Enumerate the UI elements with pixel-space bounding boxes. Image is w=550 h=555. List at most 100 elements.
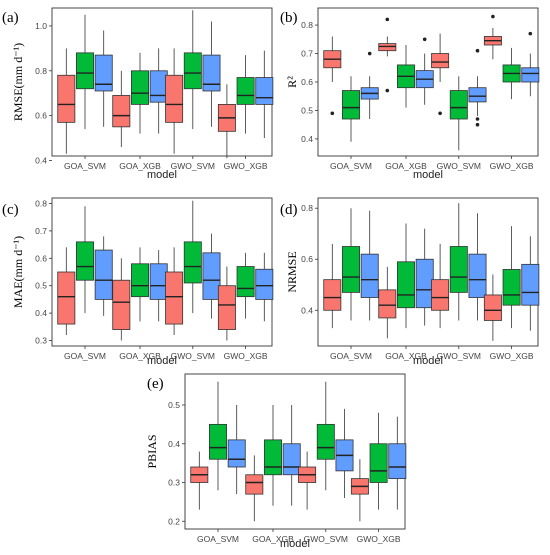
box-GOA_SVM-1 [323, 36, 342, 116]
box-iqr [521, 67, 540, 83]
box-GWO_SVM-1 [431, 33, 450, 116]
x-tick-label: GWO_XGB [490, 161, 534, 171]
box-GWO_XGB-3 [255, 50, 274, 139]
x-tick-label: GWO_SVM [304, 534, 348, 544]
box-GOA_XGB-1 [378, 17, 397, 93]
box-GOA_XGB-2 [131, 52, 149, 134]
outlier-point [385, 17, 390, 22]
y-tick-label: 0.3 [168, 478, 180, 488]
x-tick-label: GOA_SVM [330, 161, 372, 171]
box-iqr [449, 90, 468, 120]
panel-1: (a) 0.4 0.6 0.8 1.0 RMSE(mm d⁻¹) GOA_SVM GOA_XG… [2, 7, 274, 181]
x-tick-label: GWO_SVM [171, 161, 215, 171]
outlier-point [330, 111, 335, 116]
x-tick-label: GWO_XGB [357, 534, 401, 544]
box-GOA_XGB-3 [282, 405, 301, 506]
box-iqr [94, 54, 113, 92]
box-GOA_SVM-1 [323, 243, 342, 329]
box-iqr [316, 423, 335, 460]
box-iqr [521, 263, 540, 306]
box-GOA_XGB-1 [112, 258, 131, 341]
x-tick-label: GWO_SVM [437, 351, 481, 361]
x-tick-label: GOA_SVM [64, 351, 106, 361]
y-axis-label: R² [285, 76, 299, 88]
x-tick-label: GOA_XGB [119, 161, 161, 171]
box-iqr [112, 95, 131, 128]
box-GWO_XGB-3 [388, 416, 407, 510]
box-GOA_SVM-3 [227, 405, 246, 495]
y-tick-label: 0.8 [301, 203, 313, 213]
box-GWO_XGB-2 [369, 412, 388, 510]
outlier-point [422, 37, 427, 42]
panel-2: (b) 0.4 0.5 0.6 0.7 0.8 R² GOA_SVM GOA_XGB GWO_SV… [280, 7, 540, 181]
box-iqr [245, 474, 264, 495]
box-GWO_XGB-3 [521, 31, 540, 97]
x-tick-label: GOA_SVM [330, 351, 372, 361]
panel-label: (a) [2, 10, 19, 26]
y-tick-label: 0.8 [35, 66, 47, 76]
box-iqr [57, 271, 76, 325]
x-tick-label: GOA_SVM [197, 534, 239, 544]
y-tick-label: 0.5 [168, 400, 180, 410]
box-GOA_SVM-1 [57, 247, 76, 336]
y-tick-label: 0.3 [35, 336, 47, 346]
x-axis-label: model [147, 355, 177, 367]
box-iqr [369, 443, 388, 483]
x-axis-label: model [147, 169, 177, 181]
panel-label: (e) [147, 376, 164, 392]
y-tick-label: 1.0 [35, 21, 47, 31]
y-tick-label: 0.6 [35, 253, 47, 263]
box-iqr [183, 241, 202, 284]
box-iqr [397, 261, 415, 309]
box-iqr [378, 43, 397, 52]
x-tick-label: GWO_XGB [490, 351, 534, 361]
box-iqr [282, 443, 301, 476]
x-tick-label: GWO_XGB [224, 161, 268, 171]
box-iqr [227, 439, 246, 468]
box-iqr [112, 279, 131, 330]
y-tick-label: 0.8 [35, 198, 47, 208]
box-iqr [165, 271, 184, 325]
box-GOA_SVM-2 [342, 76, 360, 142]
box-GOA_SVM-1 [57, 48, 76, 154]
box-GWO_SVM-3 [335, 408, 354, 498]
panel-5: (e) 0.2 0.3 0.4 0.5 PBIAS GOA_SVM GOA_XGB GWO_SV… [145, 373, 407, 550]
x-tick-label: GOA_XGB [252, 534, 294, 544]
box-iqr [217, 285, 236, 330]
box-GWO_SVM-2 [449, 203, 468, 321]
box-GWO_XGB-1 [483, 274, 502, 341]
x-tick-label: GOA_XGB [385, 351, 427, 361]
x-tick-label: GWO_SVM [437, 161, 481, 171]
box-iqr [165, 74, 184, 123]
box-iqr [94, 249, 113, 300]
box-GOA_XGB-3 [415, 37, 434, 105]
box-GWO_XGB-1 [217, 84, 236, 159]
outlier-point [491, 14, 495, 19]
box-GWO_XGB-2 [236, 252, 255, 319]
box-GOA_XGB-2 [131, 247, 149, 322]
box-GOA_SVM-3 [360, 51, 379, 119]
box-GWO_XGB-2 [236, 55, 255, 134]
box-GOA_SVM-3 [94, 30, 113, 127]
y-tick-label: 0.4 [301, 305, 313, 315]
box-iqr [57, 74, 76, 123]
y-tick-label: 0.2 [168, 516, 180, 526]
y-tick-label: 0.4 [35, 308, 47, 318]
box-iqr [209, 423, 227, 460]
box-iqr [323, 279, 342, 311]
x-axis-label: model [280, 538, 310, 550]
box-GWO_SVM-3 [468, 48, 487, 127]
box-iqr [76, 241, 94, 281]
box-iqr [468, 253, 487, 298]
box-iqr [415, 258, 434, 309]
box-GWO_XGB-3 [521, 236, 540, 331]
box-GOA_XGB-2 [397, 223, 415, 329]
box-iqr [202, 252, 221, 300]
x-tick-label: GWO_XGB [224, 351, 268, 361]
box-GWO_SVM-2 [316, 381, 335, 491]
box-GWO_XGB-1 [350, 459, 369, 522]
y-tick-label: 0.7 [301, 49, 313, 59]
outlier-point [385, 88, 390, 93]
box-GOA_XGB-2 [264, 405, 282, 506]
